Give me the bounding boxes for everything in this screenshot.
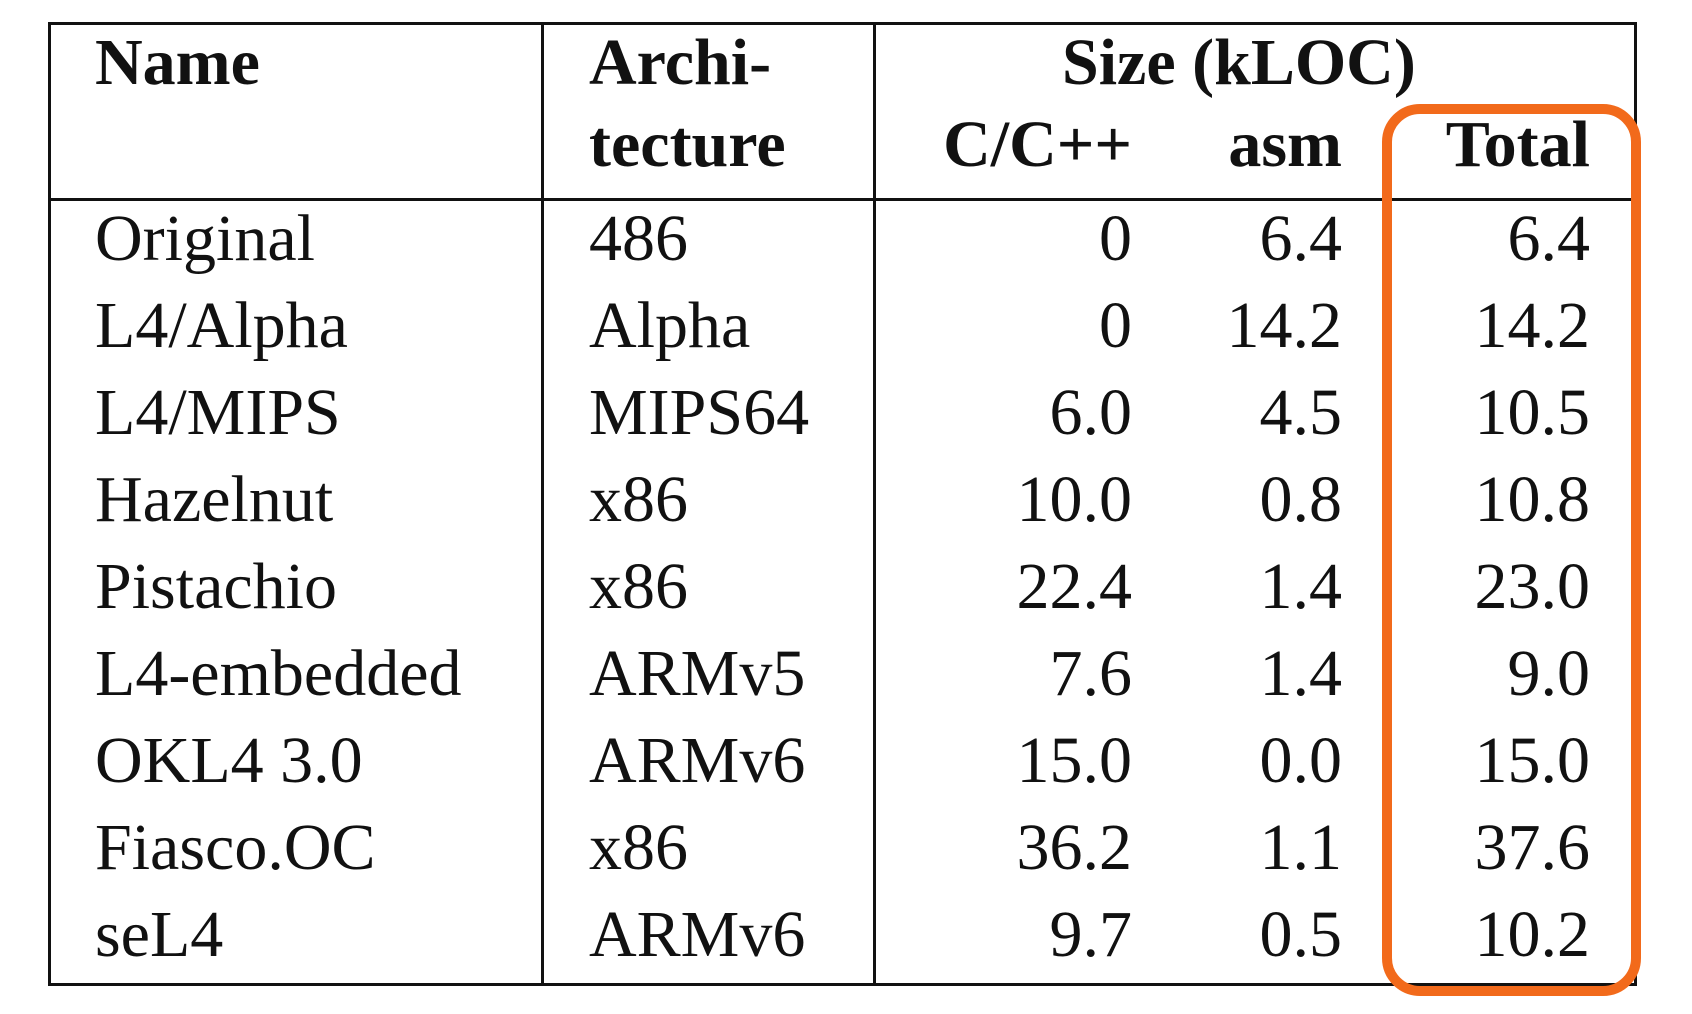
header-architecture-line2: tecture [589, 108, 786, 181]
cell-total: 9.0 [1507, 637, 1591, 710]
total-column-highlight [1382, 104, 1641, 996]
cell-total: 14.2 [1474, 289, 1591, 362]
cell-name: Hazelnut [95, 463, 334, 536]
cell-arch: MIPS64 [589, 376, 810, 449]
cell-total: 10.8 [1474, 463, 1591, 536]
cell-name: seL4 [95, 898, 224, 971]
cell-c-cpp: 6.0 [1049, 376, 1133, 449]
cell-arch: Alpha [589, 289, 751, 362]
cell-name: L4/MIPS [95, 376, 341, 449]
cell-asm: 6.4 [1259, 202, 1343, 275]
cell-total: 6.4 [1507, 202, 1591, 275]
cell-total: 15.0 [1474, 724, 1591, 797]
cell-asm: 4.5 [1259, 376, 1343, 449]
cell-name: Original [95, 202, 315, 275]
cell-total: 23.0 [1474, 550, 1591, 623]
column-divider-arch-size [873, 22, 876, 986]
header-asm: asm [1228, 108, 1342, 181]
header-architecture-line1: Archi- [589, 26, 772, 99]
column-divider-name-arch [541, 22, 544, 986]
cell-arch: x86 [589, 811, 688, 884]
cell-c-cpp: 10.0 [1016, 463, 1133, 536]
cell-asm: 1.4 [1259, 550, 1343, 623]
cell-name: Fiasco.OC [95, 811, 376, 884]
cell-asm: 1.1 [1259, 811, 1343, 884]
cell-c-cpp: 0 [1099, 202, 1132, 275]
cell-c-cpp: 9.7 [1049, 898, 1133, 971]
header-rule [48, 198, 1637, 201]
cell-name: Pistachio [95, 550, 337, 623]
cell-name: L4-embedded [95, 637, 462, 710]
cell-total: 10.5 [1474, 376, 1591, 449]
cell-c-cpp: 0 [1099, 289, 1132, 362]
cell-c-cpp: 15.0 [1016, 724, 1133, 797]
cell-arch: x86 [589, 550, 688, 623]
cell-total: 37.6 [1474, 811, 1591, 884]
cell-c-cpp: 22.4 [1016, 550, 1133, 623]
cell-arch: ARMv6 [589, 724, 806, 797]
cell-arch: ARMv5 [589, 637, 806, 710]
cell-asm: 0.8 [1259, 463, 1343, 536]
header-size-group: Size (kLOC) [1062, 26, 1416, 99]
cell-total: 10.2 [1474, 898, 1591, 971]
cell-asm: 0.0 [1259, 724, 1343, 797]
cell-asm: 1.4 [1259, 637, 1343, 710]
header-name: Name [95, 26, 260, 99]
cell-asm: 0.5 [1259, 898, 1343, 971]
cell-arch: x86 [589, 463, 688, 536]
cell-name: L4/Alpha [95, 289, 348, 362]
header-total: Total [1445, 108, 1590, 181]
cell-c-cpp: 36.2 [1016, 811, 1133, 884]
cell-arch: 486 [589, 202, 688, 275]
header-c-cpp: C/C++ [943, 108, 1132, 181]
cell-c-cpp: 7.6 [1049, 637, 1133, 710]
cell-name: OKL4 3.0 [95, 724, 363, 797]
cell-arch: ARMv6 [589, 898, 806, 971]
cell-asm: 14.2 [1226, 289, 1343, 362]
